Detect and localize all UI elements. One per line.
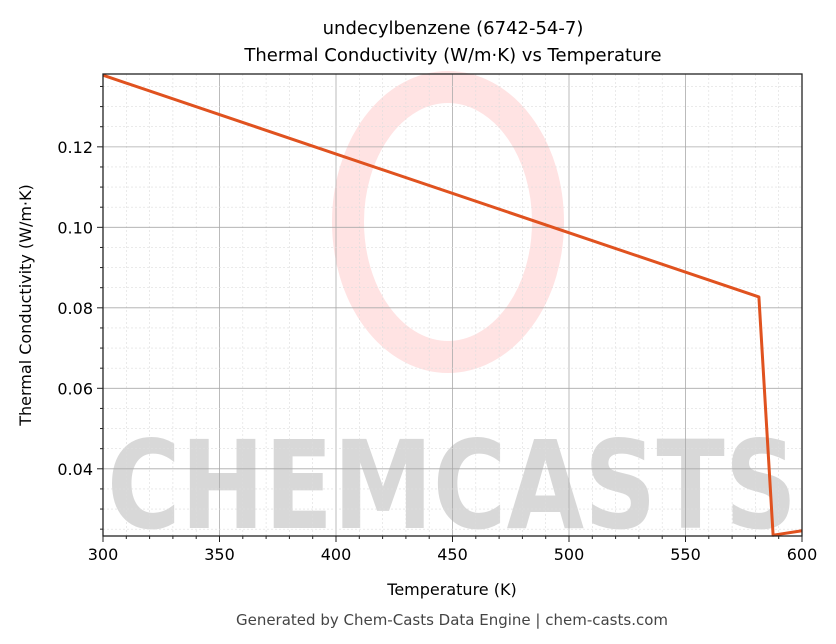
x-tick-label: 500 — [554, 545, 585, 564]
chart-subtitle: Thermal Conductivity (W/m·K) vs Temperat… — [243, 45, 661, 66]
x-tick-label: 350 — [204, 545, 235, 564]
footer-credit: Generated by Chem-Casts Data Engine | ch… — [236, 611, 668, 629]
x-tick-label: 450 — [437, 545, 468, 564]
y-tick-label: 0.06 — [57, 379, 93, 398]
series-line — [102, 73, 803, 537]
y-tick-label: 0.10 — [57, 218, 93, 237]
y-tick-label: 0.04 — [57, 460, 93, 479]
svg-text:CHEMCASTS: CHEMCASTS — [107, 415, 797, 557]
chart-title: undecylbenzene (6742-54-7) — [323, 18, 584, 39]
y-tick-label: 0.12 — [57, 138, 93, 157]
x-tick-label: 600 — [787, 545, 818, 564]
x-tick-label: 400 — [321, 545, 352, 564]
watermark-logo: CHEMCASTS — [107, 71, 797, 557]
x-tick-label: 550 — [670, 545, 701, 564]
x-tick-label: 300 — [88, 545, 119, 564]
x-axis-label: Temperature (K) — [386, 580, 516, 599]
y-tick-label: 0.08 — [57, 299, 93, 318]
y-axis-label: Thermal Conductivity (W/m·K) — [16, 184, 35, 427]
